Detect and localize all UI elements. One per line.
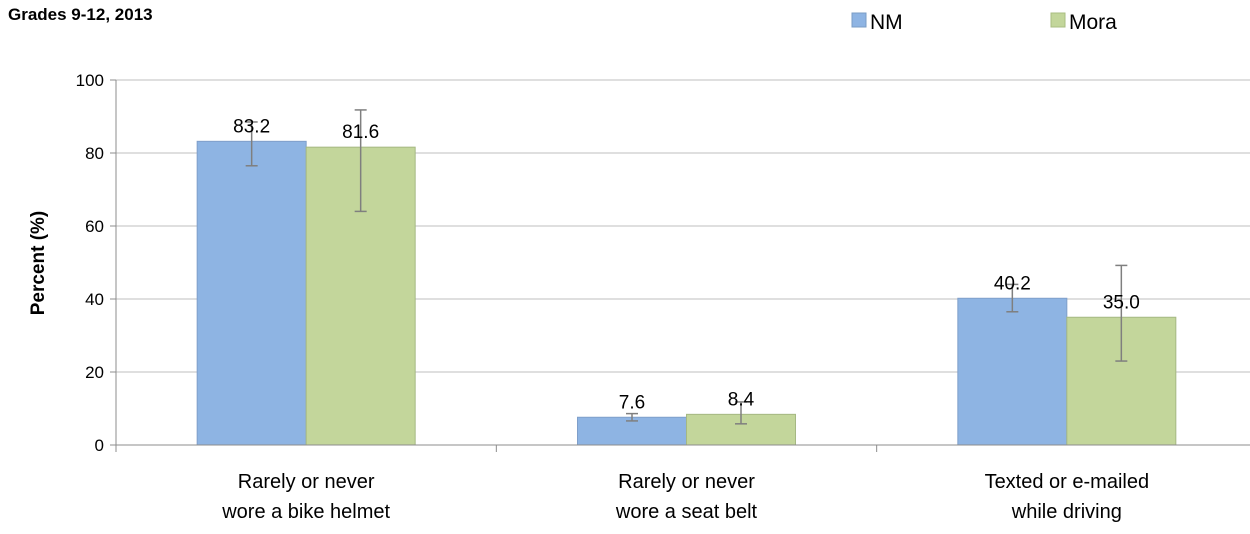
bar-nm-2: [577, 416, 687, 446]
legend-swatch-mora: [1050, 12, 1066, 28]
data-label: 7.6: [619, 392, 645, 413]
legend-label-mora: Mora: [1069, 11, 1117, 34]
bars: [196, 140, 1177, 446]
data-label: 35.0: [1103, 292, 1140, 313]
data-labels: 83.2 7.6 40.2 81.6 8.4 35.0: [233, 116, 1140, 413]
legend-swatch-nm: [851, 12, 867, 28]
bar-nm-1: [196, 140, 307, 446]
category-labels: Rarely or never wore a bike helmet Rarely …: [221, 471, 1149, 523]
y-tick-label: 80: [85, 144, 104, 163]
error-bars: [245, 109, 1128, 425]
x-axis: [115, 80, 1250, 452]
category-label: Rarely or never wore a bike helmet: [221, 471, 390, 523]
y-tick-label: 100: [76, 71, 104, 90]
data-label: 40.2: [994, 273, 1031, 294]
category-label: Texted or e-mailed while driving: [985, 471, 1150, 523]
category-label: Rarely or never wore a seat belt: [615, 471, 758, 523]
legend: NM Mora: [851, 11, 1117, 34]
y-tick-label: 40: [85, 290, 104, 309]
y-axis-ticks: 0 20 40 60 80 100: [76, 71, 116, 455]
data-label: 83.2: [233, 116, 270, 137]
chart-subtitle: Grades 9-12, 2013: [8, 5, 153, 24]
data-label: 8.4: [728, 389, 755, 410]
y-axis-label: Percent (%): [28, 211, 49, 316]
y-tick-label: 60: [85, 217, 104, 236]
y-tick-label: 0: [95, 436, 104, 455]
legend-label-nm: NM: [870, 11, 903, 34]
y-tick-label: 20: [85, 363, 104, 382]
bar-nm-3: [957, 297, 1068, 446]
data-label: 81.6: [342, 122, 379, 143]
